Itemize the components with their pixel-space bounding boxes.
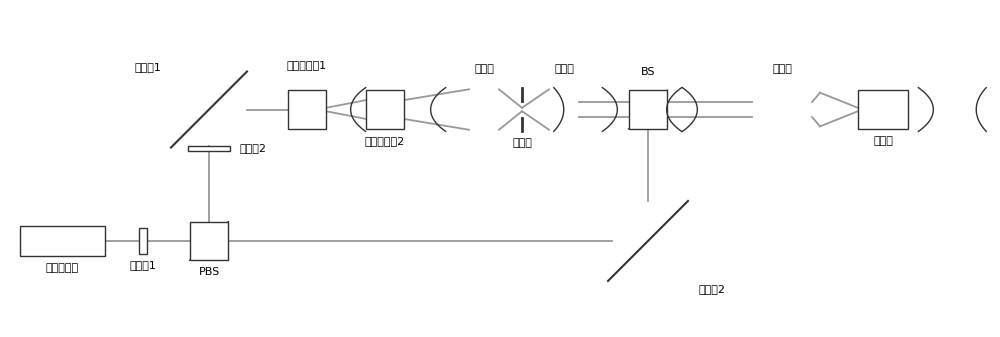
Text: 聚焦镜: 聚焦镜 <box>474 64 494 74</box>
Text: 探测器: 探测器 <box>873 135 893 146</box>
Text: 声光移频器2: 声光移频器2 <box>365 135 405 146</box>
Text: 半波片2: 半波片2 <box>240 143 267 153</box>
FancyBboxPatch shape <box>139 228 147 254</box>
FancyBboxPatch shape <box>366 90 404 129</box>
Text: 反射镜1: 反射镜1 <box>134 62 161 71</box>
Text: BS: BS <box>641 67 655 76</box>
FancyBboxPatch shape <box>629 90 667 129</box>
FancyBboxPatch shape <box>20 226 105 256</box>
Text: 滤波孔: 滤波孔 <box>512 138 532 148</box>
FancyBboxPatch shape <box>188 146 230 151</box>
Text: 半波片1: 半波片1 <box>130 260 156 270</box>
Text: 声光移频器1: 声光移频器1 <box>287 60 327 70</box>
Text: 准直镜: 准直镜 <box>554 64 574 74</box>
Text: PBS: PBS <box>198 267 220 277</box>
FancyBboxPatch shape <box>190 222 228 260</box>
Text: 待测激光源: 待测激光源 <box>46 263 79 273</box>
Text: 扩束镜: 扩束镜 <box>772 64 792 74</box>
Text: 反射镜2: 反射镜2 <box>698 284 725 294</box>
FancyBboxPatch shape <box>288 90 326 129</box>
FancyBboxPatch shape <box>858 90 908 129</box>
